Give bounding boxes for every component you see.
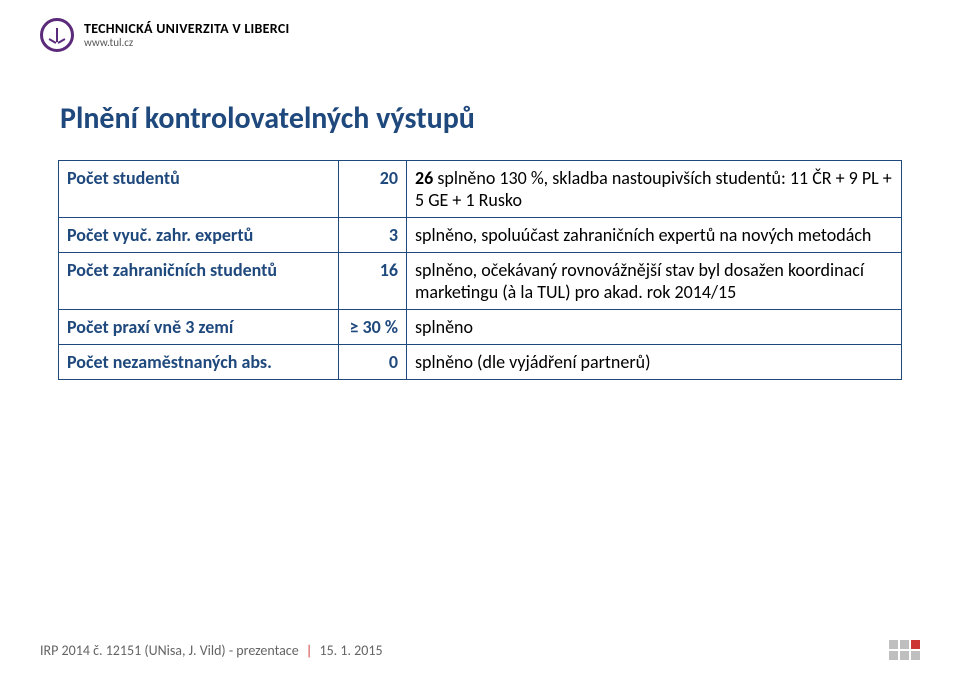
row-description: splněno, spoluúčast zahraničních expertů…	[407, 218, 902, 253]
row-target-value: 0	[339, 345, 407, 380]
university-url: www.tul.cz	[84, 37, 290, 49]
row-label: Počet zahraničních studentů	[59, 253, 339, 310]
university-logo-icon	[40, 18, 74, 52]
table-row: Počet vyuč. zahr. expertů3splněno, spolu…	[59, 218, 902, 253]
page-title: Plnění kontrolovatelných výstupů	[60, 100, 475, 137]
table-row: Počet studentů2026 splněno 130 %, skladb…	[59, 161, 902, 218]
row-target-value: ≥ 30 %	[339, 310, 407, 345]
footer: IRP 2014 č. 12151 (UNisa, J. Vild) - pre…	[40, 640, 920, 660]
university-name: TECHNICKÁ UNIVERZITA V LIBERCI	[84, 21, 290, 36]
row-target-value: 3	[339, 218, 407, 253]
row-label: Počet praxí vně 3 zemí	[59, 310, 339, 345]
decorative-squares-icon	[889, 640, 920, 660]
row-description: splněno (dle vyjádření partnerů)	[407, 345, 902, 380]
row-label: Počet studentů	[59, 161, 339, 218]
outputs-table: Počet studentů2026 splněno 130 %, skladb…	[58, 160, 902, 380]
row-description: splněno	[407, 310, 902, 345]
table-row: Počet praxí vně 3 zemí≥ 30 %splněno	[59, 310, 902, 345]
row-label: Počet vyuč. zahr. expertů	[59, 218, 339, 253]
row-description: splněno, očekávaný rovnovážnější stav by…	[407, 253, 902, 310]
slide: TECHNICKÁ UNIVERZITA V LIBERCI www.tul.c…	[0, 0, 960, 682]
footer-date: 15. 1. 2015	[319, 642, 382, 659]
table-row: Počet nezaměstnaných abs.0splněno (dle v…	[59, 345, 902, 380]
row-description: 26 splněno 130 %, skladba nastoupivších …	[407, 161, 902, 218]
row-target-value: 16	[339, 253, 407, 310]
row-target-value: 20	[339, 161, 407, 218]
header: TECHNICKÁ UNIVERZITA V LIBERCI www.tul.c…	[40, 18, 290, 52]
footer-separator-icon: |	[306, 642, 312, 659]
table-row: Počet zahraničních studentů16splněno, oč…	[59, 253, 902, 310]
footer-left: IRP 2014 č. 12151 (UNisa, J. Vild) - pre…	[40, 642, 299, 659]
row-label: Počet nezaměstnaných abs.	[59, 345, 339, 380]
header-text: TECHNICKÁ UNIVERZITA V LIBERCI www.tul.c…	[84, 21, 290, 48]
footer-text: IRP 2014 č. 12151 (UNisa, J. Vild) - pre…	[40, 642, 383, 659]
